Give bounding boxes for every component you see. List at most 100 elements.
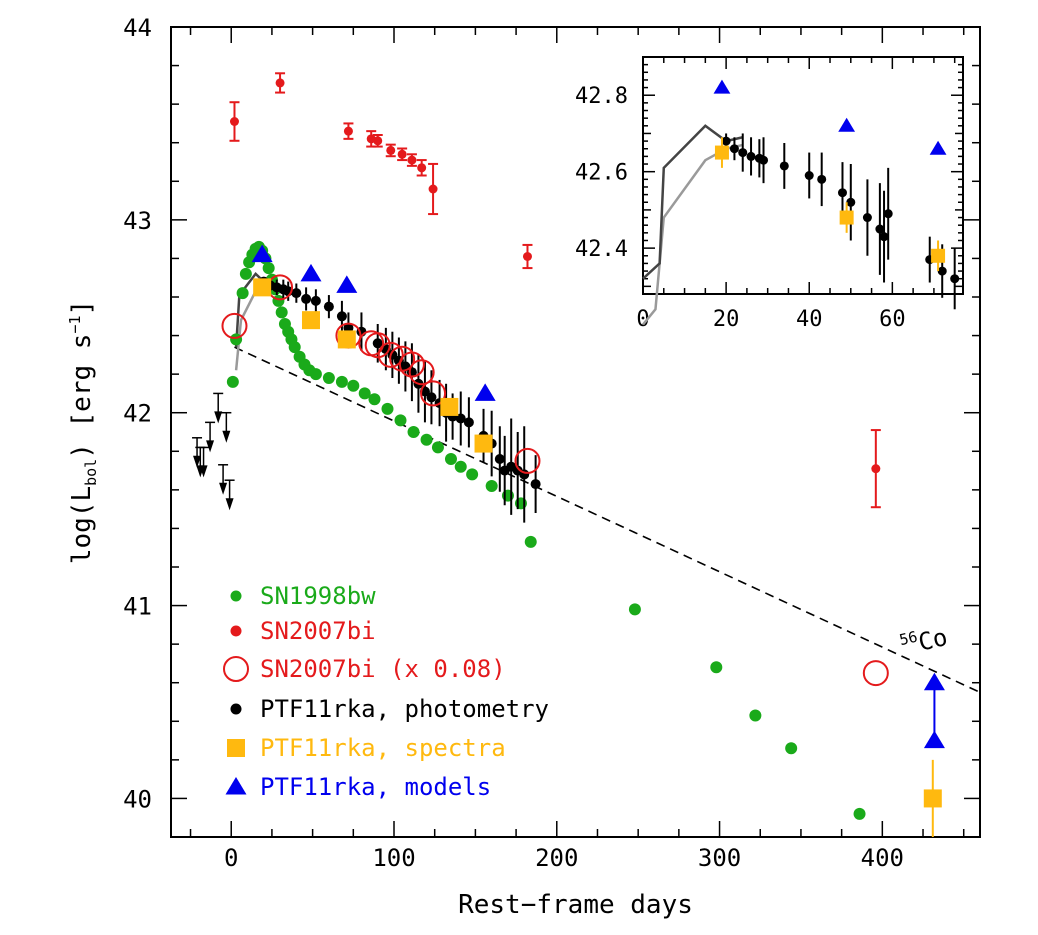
legend-label: SN2007bi <box>260 617 376 645</box>
sn1998bw-point <box>239 267 252 280</box>
plot-frame <box>170 26 981 838</box>
inset-photometry-point <box>846 197 856 207</box>
inset-spectra-point <box>714 145 729 160</box>
sn2007bi-scaled-point <box>221 312 248 339</box>
y-axis-label-part: ] <box>67 300 97 316</box>
inset-photometry-point <box>729 144 739 154</box>
models-point <box>336 275 358 293</box>
sn1998bw-point <box>628 603 641 616</box>
sn2007bi-point <box>522 252 532 261</box>
sn1998bw-point <box>368 393 381 406</box>
photometry-point <box>426 392 437 403</box>
sn1998bw-point <box>444 453 457 465</box>
upper-limit-arrow <box>193 455 202 468</box>
spectra-point <box>301 311 320 330</box>
inset-photometry-point <box>837 188 847 198</box>
sn1998bw-point <box>710 661 723 674</box>
sn2007bi-scaled-point <box>514 447 541 474</box>
photometry-point <box>310 295 321 306</box>
y-tick-label: 42 <box>123 400 152 428</box>
upper-limit-arrow <box>214 411 223 424</box>
legend-marker <box>230 625 242 637</box>
sn1998bw-point <box>347 379 360 392</box>
inset-x-tick-label: 60 <box>879 307 906 332</box>
sn1998bw-point <box>466 468 479 481</box>
legend-marker <box>227 739 245 757</box>
inset-x-tick-label: 40 <box>796 307 823 332</box>
sn1998bw-point <box>420 433 433 446</box>
sn2007bi-scaled-point <box>398 351 425 378</box>
sn2007bi-point <box>871 464 881 474</box>
inset-spectra-point <box>931 248 946 263</box>
x-tick-label: 200 <box>535 844 578 872</box>
sn1998bw-point <box>226 375 239 388</box>
legend-label: PTF11rka, spectra <box>260 734 506 762</box>
inset-photometry-point <box>738 148 748 158</box>
sn1998bw-point <box>236 287 249 300</box>
sn1998bw-point <box>230 333 243 346</box>
sn1998bw-point <box>262 262 275 275</box>
y-axis-label-part: −1 <box>66 315 84 333</box>
models-point <box>251 244 273 263</box>
sn2007bi-point <box>428 184 438 194</box>
legend-label: SN2007bi (x 0.08) <box>260 655 506 683</box>
models-point <box>923 672 945 691</box>
sn2007bi-scaled-point <box>377 341 404 368</box>
y-axis-label-part: log(L <box>67 486 97 564</box>
inset-photometry-point <box>759 155 769 165</box>
y-tick-label: 44 <box>123 14 152 42</box>
sn1998bw-point <box>485 480 498 492</box>
spectra-point <box>923 789 942 808</box>
legend: SN1998bw SN2007bi SN2007bi (x 0.08) PTF11rk… <box>223 582 549 801</box>
sn1998bw-point <box>524 535 537 548</box>
sn2007bi-scaled-point <box>420 380 447 407</box>
photometry-point <box>463 417 474 428</box>
sn2007bi-scaled-point <box>408 359 435 386</box>
legend-label: SN1998bw <box>260 582 376 610</box>
y-axis-label-part: bol <box>82 459 100 486</box>
y-tick-label: 41 <box>123 593 152 621</box>
sn2007bi-scaled-point <box>862 660 889 687</box>
legend-marker <box>230 590 242 602</box>
photometry-point <box>372 338 383 349</box>
upper-limit-arrow <box>219 482 228 495</box>
inset-y-tick-label: 42.8 <box>575 84 628 109</box>
inset-models-point <box>713 79 731 94</box>
y-tick-label: 43 <box>123 207 152 235</box>
sn1998bw-point <box>785 742 798 755</box>
photometry-point <box>530 479 541 490</box>
inset-photometry-point <box>779 161 789 171</box>
upper-limit-arrow <box>222 430 231 443</box>
sn2007bi-point <box>397 149 407 159</box>
spectra-point <box>337 330 356 349</box>
y-axis-label: log(Lbol) [erg s−1] <box>66 300 100 564</box>
inset-photometry-point <box>862 213 872 223</box>
inset-photometry-point <box>721 136 731 146</box>
sn1998bw-point <box>407 426 420 438</box>
photometry-point <box>291 288 302 299</box>
co56-decay-line <box>234 346 981 694</box>
sn1998bw-point <box>275 306 288 319</box>
sn1998bw-point <box>853 807 866 820</box>
upper-limit-arrow <box>206 440 215 453</box>
inset-photometry-point <box>875 224 885 234</box>
photometry-point <box>494 454 505 464</box>
legend-label: PTF11rka, models <box>260 773 491 801</box>
inset-photometry-point <box>746 151 756 161</box>
inset-photometry-point <box>883 209 893 219</box>
sn1998bw-point <box>335 375 348 388</box>
sn1998bw-point <box>288 341 301 354</box>
photometry-point <box>455 413 466 424</box>
inset-photometry-point <box>950 274 960 284</box>
inset-y-tick-label: 42.4 <box>575 237 628 262</box>
legend-marker <box>230 703 242 715</box>
inset-photometry-point <box>817 174 827 184</box>
legend-label: PTF11rka, photometry <box>260 695 549 723</box>
inset-frame <box>642 56 964 295</box>
sn2007bi-point <box>373 136 383 146</box>
inset-spectra-point <box>839 210 854 225</box>
inset-models-point <box>929 140 947 155</box>
photometry-point <box>336 311 347 322</box>
